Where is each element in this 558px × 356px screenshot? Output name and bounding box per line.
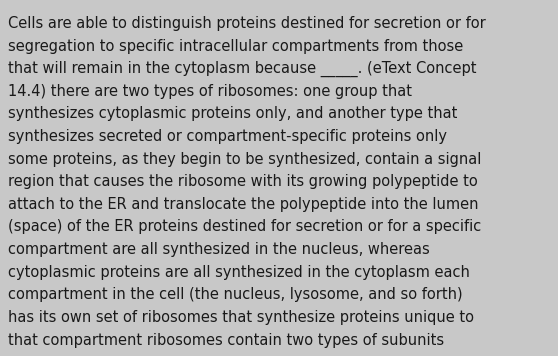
Text: cytoplasmic proteins are all synthesized in the cytoplasm each: cytoplasmic proteins are all synthesized… [8, 265, 470, 280]
Text: synthesizes secreted or compartment-specific proteins only: synthesizes secreted or compartment-spec… [8, 129, 447, 144]
Text: (space) of the ER proteins destined for secretion or for a specific: (space) of the ER proteins destined for … [8, 219, 481, 235]
Text: compartment are all synthesized in the nucleus, whereas: compartment are all synthesized in the n… [8, 242, 430, 257]
Text: segregation to specific intracellular compartments from those: segregation to specific intracellular co… [8, 39, 463, 54]
Text: that compartment ribosomes contain two types of subunits: that compartment ribosomes contain two t… [8, 333, 444, 347]
Text: Cells are able to distinguish proteins destined for secretion or for: Cells are able to distinguish proteins d… [8, 16, 485, 31]
Text: attach to the ER and translocate the polypeptide into the lumen: attach to the ER and translocate the pol… [8, 197, 478, 212]
Text: region that causes the ribosome with its growing polypeptide to: region that causes the ribosome with its… [8, 174, 478, 189]
Text: synthesizes cytoplasmic proteins only, and another type that: synthesizes cytoplasmic proteins only, a… [8, 106, 457, 121]
Text: has its own set of ribosomes that synthesize proteins unique to: has its own set of ribosomes that synthe… [8, 310, 474, 325]
Text: 14.4) there are two types of ribosomes: one group that: 14.4) there are two types of ribosomes: … [8, 84, 412, 99]
Text: compartment in the cell (the nucleus, lysosome, and so forth): compartment in the cell (the nucleus, ly… [8, 287, 463, 302]
Text: that will remain in the cytoplasm because _____. (eText Concept: that will remain in the cytoplasm becaus… [8, 61, 477, 78]
Text: some proteins, as they begin to be synthesized, contain a signal: some proteins, as they begin to be synth… [8, 152, 481, 167]
